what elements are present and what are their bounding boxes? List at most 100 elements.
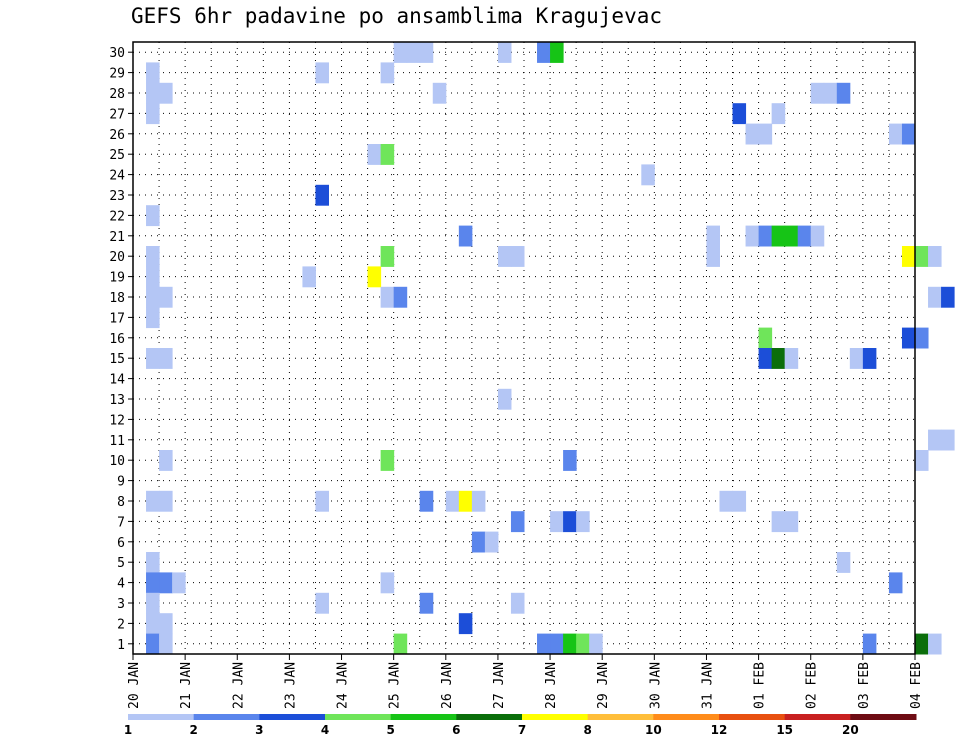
heatmap-cell bbox=[901, 246, 916, 267]
heatmap-cell bbox=[537, 42, 551, 63]
heatmap-cell bbox=[146, 552, 160, 573]
heatmap-cell bbox=[159, 572, 173, 594]
heatmap-cell bbox=[550, 633, 564, 655]
heatmap-cell bbox=[146, 103, 160, 125]
heatmap-cell bbox=[380, 144, 395, 165]
heatmap-cell bbox=[745, 123, 760, 145]
colorbar-segment bbox=[522, 714, 589, 720]
heatmap-cell bbox=[315, 592, 329, 614]
heatmap-cell bbox=[836, 552, 851, 573]
colorbar-label: 10 bbox=[645, 723, 662, 737]
heatmap-cell bbox=[719, 490, 734, 512]
heatmap-cell bbox=[315, 62, 329, 84]
y-tick-label: 2 bbox=[117, 617, 125, 632]
x-tick-label: 31 JAN bbox=[700, 662, 715, 709]
heatmap-cell bbox=[393, 42, 408, 63]
colorbar-segment bbox=[193, 714, 260, 720]
heatmap-cell bbox=[576, 633, 590, 655]
heatmap-cell bbox=[432, 82, 447, 104]
heatmap-cell bbox=[367, 144, 382, 165]
heatmap-cell bbox=[146, 266, 160, 288]
heatmap-cell bbox=[915, 450, 929, 471]
heatmap-cell bbox=[380, 572, 395, 594]
y-tick-label: 11 bbox=[109, 434, 125, 449]
heatmap-cell bbox=[315, 184, 329, 206]
x-tick-label: 20 JAN bbox=[127, 662, 142, 709]
heatmap-cell bbox=[146, 205, 160, 227]
heatmap-cell bbox=[784, 511, 799, 533]
y-tick-label: 8 bbox=[117, 495, 125, 510]
x-tick-label: 01 FEB bbox=[753, 662, 768, 709]
heatmap-cell bbox=[159, 613, 173, 635]
heatmap-cell bbox=[302, 266, 316, 288]
heatmap-cell bbox=[537, 633, 551, 655]
heatmap-cell bbox=[146, 307, 160, 329]
heatmap-cell bbox=[380, 286, 395, 308]
heatmap-cell bbox=[810, 82, 825, 104]
y-tick-label: 18 bbox=[109, 291, 125, 306]
heatmap-cell bbox=[758, 123, 773, 145]
heatmap-cell bbox=[146, 286, 160, 308]
heatmap-cell bbox=[550, 42, 564, 63]
heatmap-cell bbox=[315, 490, 329, 512]
heatmap-cell bbox=[419, 42, 434, 63]
heatmap-cell bbox=[380, 62, 395, 84]
heatmap-cell bbox=[771, 511, 786, 533]
y-tick-label: 9 bbox=[117, 475, 125, 490]
heatmap-cell bbox=[771, 225, 786, 247]
y-tick-label: 3 bbox=[117, 597, 125, 612]
heatmap-cell bbox=[706, 225, 720, 247]
heatmap-cell bbox=[810, 225, 825, 247]
colorbar-segment bbox=[259, 714, 326, 720]
heatmap-cell bbox=[888, 572, 903, 594]
heatmap-cell bbox=[784, 348, 799, 369]
heatmap-cell bbox=[550, 511, 564, 533]
x-tick-label: 02 FEB bbox=[805, 662, 820, 709]
y-tick-label: 19 bbox=[109, 271, 125, 286]
x-tick-label: 03 FEB bbox=[857, 662, 872, 709]
heatmap-cell bbox=[797, 225, 812, 247]
colorbar-segment bbox=[456, 714, 523, 720]
heatmap-cell bbox=[758, 348, 773, 369]
y-tick-label: 4 bbox=[117, 577, 125, 592]
y-tick-label: 29 bbox=[109, 67, 125, 82]
heatmap-cell bbox=[888, 123, 903, 145]
colorbar-segment bbox=[719, 714, 786, 720]
y-tick-label: 17 bbox=[109, 311, 125, 326]
heatmap-cell bbox=[745, 225, 760, 247]
colorbar-segment bbox=[653, 714, 720, 720]
heatmap-cell bbox=[419, 592, 434, 614]
heatmap-cell bbox=[589, 633, 603, 655]
y-tick-label: 22 bbox=[109, 209, 125, 224]
heatmap-cell bbox=[406, 42, 421, 63]
heatmap-cell bbox=[928, 633, 942, 655]
x-tick-label: 22 JAN bbox=[231, 662, 246, 709]
heatmap-cell bbox=[146, 82, 160, 104]
y-tick-label: 20 bbox=[109, 250, 125, 265]
y-tick-label: 12 bbox=[109, 413, 125, 428]
heatmap-cell bbox=[706, 246, 720, 267]
plot-frame bbox=[132, 41, 916, 655]
y-tick-label: 27 bbox=[109, 107, 125, 122]
colorbar-label: 12 bbox=[711, 723, 728, 737]
y-tick-label: 23 bbox=[109, 189, 125, 204]
heatmap-cell bbox=[393, 633, 408, 655]
heatmap-cell bbox=[497, 246, 512, 267]
colorbar-segment bbox=[587, 714, 654, 720]
heatmap-cell bbox=[862, 348, 877, 369]
heatmap-cell bbox=[771, 348, 786, 369]
heatmap-cell bbox=[862, 633, 877, 655]
heatmap-cell bbox=[849, 348, 864, 369]
heatmap-cell bbox=[497, 42, 512, 63]
x-tick-label: 21 JAN bbox=[179, 662, 194, 709]
x-tick-label: 23 JAN bbox=[283, 662, 298, 709]
heatmap-cell bbox=[928, 246, 942, 267]
heatmap-cell bbox=[732, 490, 747, 512]
colorbar-segment bbox=[128, 714, 195, 720]
colorbar-segment bbox=[850, 714, 917, 720]
heatmap-cell bbox=[159, 348, 173, 369]
heatmap-cell bbox=[823, 82, 838, 104]
chart-title: GEFS 6hr padavine po ansamblima Kragujev… bbox=[131, 4, 663, 28]
heatmap-cell bbox=[563, 511, 577, 533]
heatmap-cell bbox=[510, 246, 525, 267]
